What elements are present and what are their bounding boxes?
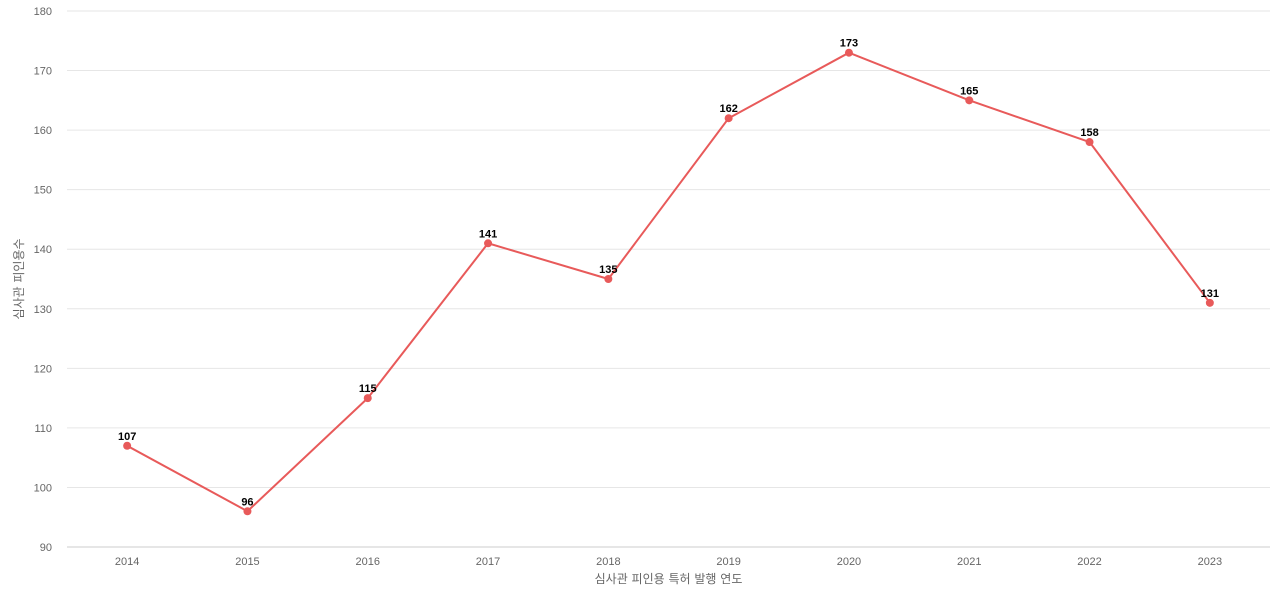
y-tick-label: 110 <box>34 423 52 435</box>
data-label: 173 <box>840 38 858 50</box>
x-tick-label: 2019 <box>716 556 740 568</box>
y-axis-ticks: 90 100 110 120 130 140 150 160 170 180 <box>34 6 52 554</box>
x-tick-label: 2017 <box>476 556 500 568</box>
y-tick-label: 130 <box>34 304 52 316</box>
y-axis-title: 심사관 피인용수 <box>12 238 26 319</box>
data-point <box>123 441 132 450</box>
x-tick-label: 2022 <box>1077 556 1101 568</box>
data-point <box>604 275 613 283</box>
data-point <box>724 114 733 123</box>
x-tick-label: 2021 <box>957 556 981 568</box>
x-tick-label: 2018 <box>596 556 620 568</box>
data-label: 96 <box>241 496 253 508</box>
data-label: 107 <box>118 431 136 443</box>
x-tick-label: 2015 <box>235 556 259 568</box>
data-label: 115 <box>359 383 377 395</box>
series-group <box>123 48 1214 516</box>
data-point <box>243 507 252 516</box>
series-line <box>126 51 1211 513</box>
x-axis-ticks: 2014 2015 2016 2017 2018 2019 2020 2021 2022 2023 <box>115 556 1222 568</box>
x-tick-label: 2020 <box>837 556 861 568</box>
data-label: 131 <box>1201 288 1219 300</box>
data-label: 165 <box>960 85 978 97</box>
data-label: 141 <box>479 228 497 240</box>
x-tick-label: 2023 <box>1198 556 1222 568</box>
data-labels: 107 96 115 141 135 162 173 165 158 131 <box>118 38 1219 509</box>
data-point <box>363 394 372 403</box>
data-point <box>1205 298 1214 307</box>
y-tick-label: 150 <box>34 185 52 197</box>
y-tick-label: 160 <box>34 125 52 137</box>
x-axis-title: 심사관 피인용 특허 발행 연도 <box>595 571 743 586</box>
data-point <box>484 239 493 248</box>
data-point <box>844 48 853 57</box>
grid-lines <box>67 10 1270 548</box>
x-tick-label: 2014 <box>115 556 139 568</box>
data-label: 162 <box>719 103 737 115</box>
y-tick-label: 180 <box>34 6 52 18</box>
data-point <box>965 96 974 105</box>
y-tick-label: 140 <box>34 244 52 256</box>
data-point <box>1085 138 1094 147</box>
data-label: 135 <box>599 264 617 276</box>
y-tick-label: 90 <box>40 542 52 554</box>
data-label: 158 <box>1080 127 1098 139</box>
y-tick-label: 120 <box>34 363 52 375</box>
x-tick-label: 2016 <box>356 556 380 568</box>
y-tick-label: 100 <box>34 482 52 494</box>
y-tick-label: 170 <box>34 66 52 78</box>
